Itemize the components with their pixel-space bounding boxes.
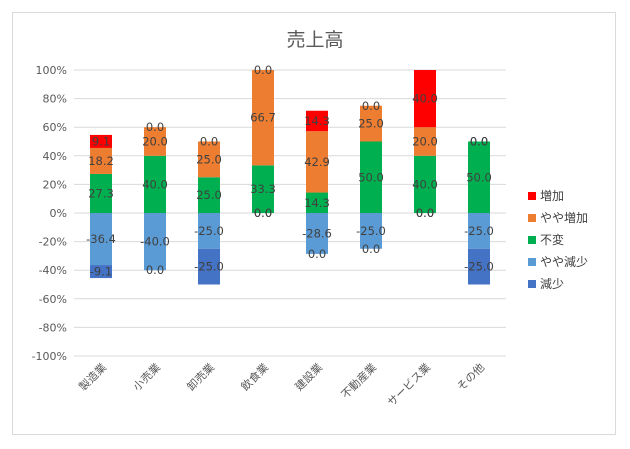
legend-swatch [528, 214, 536, 222]
bar-segment [90, 173, 112, 213]
bar-segment [90, 213, 112, 266]
y-tick-label: 80% [43, 93, 67, 106]
data-label: -9.1 [90, 265, 112, 279]
y-tick-label: -20% [39, 236, 67, 249]
data-label: 0.0 [308, 247, 326, 261]
legend-label: やや減少 [540, 254, 588, 269]
data-label: 0.0 [200, 135, 218, 149]
data-label: 14.3 [304, 114, 330, 128]
x-category-label: 不動産業 [338, 360, 379, 401]
bar-segment [90, 147, 112, 174]
data-label: 27.3 [88, 186, 114, 200]
x-category-label: 飲食業 [238, 360, 271, 393]
bar-segment [144, 213, 166, 271]
data-label: 14.3 [304, 196, 330, 210]
bar-segment [144, 155, 166, 213]
y-tick-label: -100% [32, 350, 67, 363]
x-category-label: サービス業 [385, 361, 433, 409]
bar-segment [360, 213, 382, 249]
bar-segment [198, 213, 220, 249]
data-label: 40.0 [142, 177, 168, 191]
bar-segment [90, 265, 112, 279]
bar-segment [306, 110, 328, 132]
data-label: 50.0 [466, 170, 492, 184]
data-label: 18.2 [88, 154, 114, 168]
data-label: 0.0 [362, 99, 380, 113]
data-label: 40.0 [412, 177, 438, 191]
data-label: 42.9 [304, 155, 330, 169]
data-label: 0.0 [254, 63, 272, 77]
data-label: 0.0 [254, 206, 272, 220]
chart-svg: 売上高 27.318.29.1-36.4-9.140.020.00.0-40.0… [32, 29, 588, 409]
y-tick-label: 40% [43, 150, 67, 163]
bar-segment [198, 248, 220, 285]
data-label: -36.4 [86, 232, 116, 246]
chart-area: 売上高 27.3 18.2 9.1 -36.4 -9.1 40.0 20.0 0.0 -40.0… [12, 12, 616, 435]
data-label: 0.0 [254, 206, 272, 220]
legend-swatch [528, 280, 536, 288]
bar-segment [198, 177, 220, 213]
legend-label: 不変 [540, 232, 564, 247]
data-label: 0.0 [416, 206, 434, 220]
data-label: 20.0 [142, 135, 168, 149]
bar-segment [306, 213, 328, 254]
x-category-label: 卸売業 [184, 360, 217, 393]
data-label: 0.0 [146, 120, 164, 134]
bar-segment [198, 141, 220, 178]
chart-title: 売上高 [286, 29, 343, 51]
bar-segment [306, 131, 328, 193]
y-tick-label: 0% [50, 207, 67, 220]
data-label: 25.0 [196, 152, 222, 166]
data-label: 25.0 [196, 188, 222, 202]
x-category-label: その他 [455, 361, 488, 394]
bar-segment [414, 127, 436, 156]
bar-segment [144, 127, 166, 156]
data-label: 0.0 [362, 242, 380, 256]
bar-segment [468, 213, 490, 249]
y-tick-label: -80% [39, 321, 67, 334]
y-tick-label: -40% [39, 264, 67, 277]
legend-swatch [528, 258, 536, 266]
legend-swatch [528, 192, 536, 200]
data-label: 0.0 [470, 135, 488, 149]
x-category-label: 小売業 [131, 361, 164, 394]
data-label: 33.3 [250, 182, 276, 196]
bar-segment [414, 70, 436, 128]
data-label: -25.0 [194, 260, 224, 274]
data-label: -25.0 [464, 260, 494, 274]
data-label: -25.0 [464, 224, 494, 238]
bar-segment [468, 141, 490, 213]
data-label: 0.0 [470, 135, 488, 149]
data-label: 25.0 [358, 117, 384, 131]
data-label: 40.0 [412, 92, 438, 106]
bar-segment [252, 165, 274, 213]
bar-segment [360, 141, 382, 213]
bar-segment [360, 105, 382, 142]
x-category-label: 製造業 [76, 360, 109, 393]
bar-segment [468, 248, 490, 285]
legend-label: 増加 [540, 189, 564, 203]
bar-segment [306, 192, 328, 213]
data-label: 66.7 [250, 111, 276, 125]
data-label: 9.1 [92, 134, 110, 148]
data-label: 0.0 [416, 206, 434, 220]
data-label: 20.0 [412, 135, 438, 149]
bar-segment [252, 70, 274, 166]
y-tick-label: 60% [43, 121, 67, 134]
legend-label: やや増加 [540, 211, 588, 225]
data-label: -28.6 [302, 226, 332, 240]
data-label: 50.0 [358, 170, 384, 184]
legend-swatch [528, 236, 536, 244]
x-category-label: 建設業 [292, 360, 325, 393]
data-label: -25.0 [356, 224, 386, 238]
bar-segment [90, 134, 112, 148]
bar-segment [414, 155, 436, 213]
legend-label: 減少 [540, 276, 564, 291]
data-label: -40.0 [140, 235, 170, 249]
y-tick-label: 20% [43, 178, 67, 191]
y-tick-label: 100% [36, 64, 67, 77]
data-label: -25.0 [194, 224, 224, 238]
y-tick-label: -60% [39, 293, 67, 306]
data-label: 0.0 [146, 263, 164, 277]
